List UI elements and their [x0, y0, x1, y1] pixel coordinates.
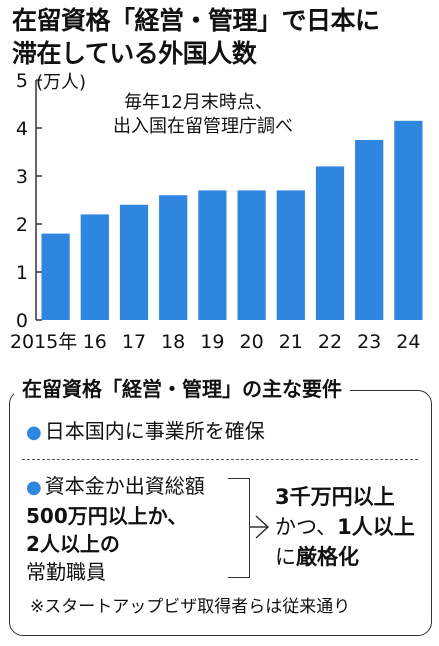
dashed-divider [22, 459, 418, 460]
requirement-capital-line1: 資本金か出資総額 [44, 474, 205, 498]
bar [315, 166, 345, 320]
bar [276, 190, 305, 320]
tightened-line2a: かつ、 [275, 515, 338, 539]
requirement-office: ● 日本国内に事業所を確保 [26, 416, 265, 448]
requirements-title: 在留資格「経営・管理」の主な要件 [14, 374, 350, 404]
chart-annotation-line2: 出入国在留管理庁調べ [113, 116, 293, 137]
x-tick-label: 21 [279, 331, 303, 353]
x-tick-label: 16 [83, 331, 107, 353]
tightened-line3b: 厳格化 [296, 545, 359, 569]
x-tick-label: 2015年 [10, 331, 77, 353]
tightened-requirement: 3千万円以上 かつ、1人以上 に厳格化 [275, 482, 415, 572]
y-tick-label: 2 [16, 214, 28, 236]
y-tick-label: 3 [16, 166, 28, 188]
y-tick-label: 1 [16, 262, 28, 284]
bullet-icon: ● [26, 422, 42, 443]
bar [41, 233, 70, 320]
tightened-line1: 3千万円以上 [275, 485, 395, 509]
x-tick-label: 23 [357, 331, 381, 353]
bar [355, 140, 384, 320]
requirement-capital: ● 資本金か出資総額 500万円以上か、 2人以上の 常勤職員 [26, 472, 205, 586]
requirement-capital-line4: 常勤職員 [26, 560, 106, 584]
y-tick-label: 4 [16, 118, 28, 140]
requirement-capital-line2: 500万円以上か、 [26, 504, 188, 528]
x-tick-label: 22 [318, 331, 342, 353]
bar [119, 204, 149, 320]
bar [198, 190, 227, 320]
y-tick-label: 0 [16, 310, 28, 332]
chart-annotation-line1: 毎年12月末時点、 [124, 92, 273, 113]
requirement-capital-line3: 2人以上の [26, 532, 120, 556]
x-tick-label: 19 [200, 331, 224, 353]
chart-title-line1: 在留資格「経営・管理」で日本に [12, 6, 380, 35]
tightened-line2b: 1人以上 [337, 515, 415, 539]
chart-title: 在留資格「経営・管理」で日本に 滞在している外国人数 [12, 4, 432, 70]
y-axis: 0 1 2 3 4 5 [16, 70, 42, 332]
chart-title-line2: 滞在している外国人数 [12, 39, 257, 68]
bar [159, 195, 188, 320]
x-axis-labels: 2015年 16 17 18 19 20 21 22 23 24 [10, 331, 421, 353]
requirement-office-text: 日本国内に事業所を確保 [44, 419, 265, 443]
tightened-line3a: に [275, 545, 296, 569]
bar [80, 214, 109, 320]
bar [237, 190, 266, 320]
bullet-icon: ● [26, 477, 42, 498]
x-tick-label: 24 [396, 331, 420, 353]
bars [41, 120, 423, 320]
footnote: ※スタートアップビザ取得者らは従来通り [30, 597, 351, 617]
y-axis-unit-label: (万人) [36, 72, 86, 93]
y-tick-label: 5 [16, 70, 28, 92]
bracket [228, 478, 250, 578]
bar [394, 120, 423, 320]
x-tick-label: 17 [122, 331, 146, 353]
x-tick-label: 18 [161, 331, 185, 353]
arrow-right-icon [250, 515, 270, 539]
x-tick-label: 20 [240, 331, 264, 353]
